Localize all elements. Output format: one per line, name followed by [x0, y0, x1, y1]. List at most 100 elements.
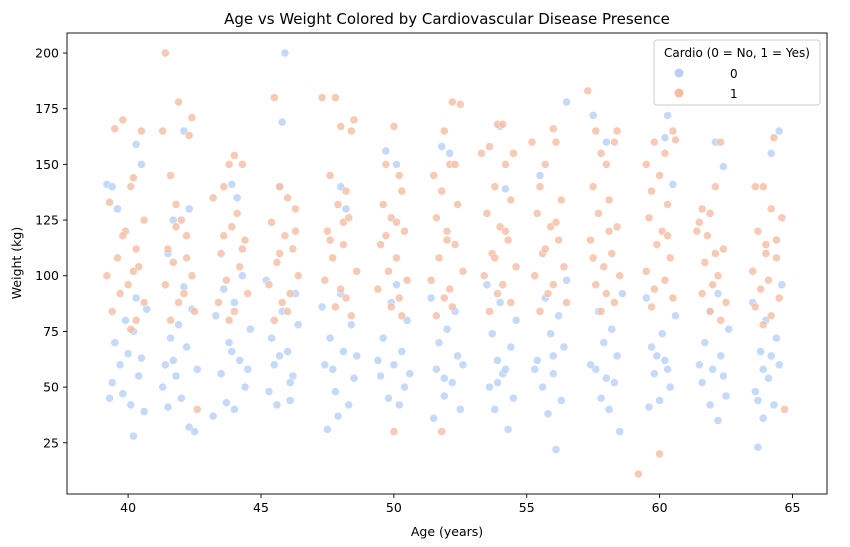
- data-point-series-1: [131, 316, 141, 325]
- data-point-series-1: [235, 262, 244, 272]
- data-point-series-1: [642, 160, 651, 169]
- data-point-series-1: [426, 275, 436, 285]
- data-point-series-0: [602, 137, 611, 147]
- data-point-series-1: [660, 149, 670, 158]
- data-point-series-1: [129, 173, 138, 183]
- data-point-series-1: [275, 249, 284, 258]
- data-point-series-1: [267, 218, 276, 227]
- data-point-series-1: [397, 311, 407, 321]
- data-point-series-1: [758, 182, 768, 191]
- data-point-series-1: [450, 160, 460, 169]
- data-point-series-0: [546, 329, 555, 338]
- data-point-series-0: [543, 409, 553, 419]
- data-point-series-0: [137, 353, 146, 363]
- data-point-series-1: [708, 280, 717, 289]
- data-point-series-1: [599, 262, 609, 272]
- data-point-series-1: [131, 244, 141, 254]
- data-point-series-1: [612, 222, 622, 232]
- data-point-series-1: [647, 302, 656, 312]
- data-point-series-0: [429, 414, 438, 423]
- data-point-series-1: [533, 209, 542, 218]
- data-point-series-1: [102, 271, 112, 280]
- data-point-series-1: [655, 449, 664, 459]
- data-point-series-1: [158, 126, 167, 136]
- data-point-series-1: [389, 427, 399, 436]
- data-point-series-1: [118, 115, 128, 125]
- data-point-series-0: [652, 351, 662, 361]
- data-point-series-1: [161, 280, 170, 289]
- data-point-series-1: [222, 275, 231, 285]
- data-point-series-0: [753, 396, 763, 405]
- data-point-series-0: [708, 365, 717, 374]
- data-point-series-1: [591, 126, 601, 136]
- data-point-series-0: [161, 360, 170, 370]
- data-point-series-1: [389, 122, 399, 131]
- data-point-series-0: [107, 378, 117, 387]
- data-point-series-0: [275, 351, 284, 361]
- data-point-series-1: [137, 126, 146, 136]
- data-point-series-1: [498, 280, 508, 289]
- data-point-series-1: [663, 200, 672, 209]
- data-point-series-1: [105, 198, 114, 207]
- data-point-series-0: [230, 298, 239, 307]
- data-point-series-1: [110, 124, 120, 134]
- data-point-series-1: [485, 142, 494, 151]
- data-point-series-1: [583, 86, 593, 96]
- data-point-series-1: [668, 126, 678, 136]
- data-point-series-0: [719, 371, 728, 381]
- data-point-series-1: [490, 182, 500, 191]
- data-point-series-1: [777, 213, 787, 223]
- data-point-series-0: [344, 400, 353, 410]
- data-point-series-1: [397, 186, 407, 196]
- data-point-series-0: [222, 398, 231, 407]
- data-point-series-0: [719, 162, 728, 171]
- data-point-series-0: [238, 271, 247, 280]
- data-point-series-0: [700, 338, 710, 347]
- data-point-series-1: [328, 253, 337, 263]
- data-point-series-0: [657, 329, 667, 338]
- data-point-series-1: [711, 182, 720, 191]
- data-point-series-1: [761, 249, 771, 258]
- data-point-series-1: [456, 100, 465, 109]
- data-point-series-0: [285, 396, 295, 405]
- data-point-series-1: [171, 200, 181, 209]
- data-point-series-0: [655, 396, 664, 405]
- data-point-series-0: [107, 182, 117, 191]
- data-point-series-0: [530, 365, 539, 374]
- data-point-series-0: [190, 427, 199, 436]
- data-point-series-1: [394, 171, 404, 180]
- data-point-series-0: [562, 97, 571, 107]
- data-point-series-1: [506, 298, 516, 307]
- data-point-series-1: [378, 200, 388, 209]
- data-point-series-1: [511, 262, 521, 272]
- plot-frame: [66, 32, 828, 495]
- data-point-series-1: [716, 316, 725, 325]
- data-point-series-0: [766, 351, 776, 361]
- data-point-series-1: [270, 93, 279, 102]
- data-point-series-1: [285, 289, 295, 298]
- data-point-series-0: [501, 184, 510, 194]
- data-point-series-1: [695, 218, 704, 227]
- legend-title: Cardio (0 = No, 1 = Yes): [664, 46, 810, 60]
- data-point-series-1: [323, 226, 332, 236]
- y-axis-label: Weight (kg): [9, 227, 24, 299]
- data-point-series-0: [610, 378, 619, 387]
- data-point-series-1: [442, 235, 452, 245]
- data-point-series-1: [501, 226, 510, 236]
- data-point-series-1: [485, 307, 494, 316]
- data-point-series-1: [604, 195, 614, 205]
- data-point-series-0: [596, 393, 606, 403]
- data-point-series-1: [509, 149, 518, 158]
- data-point-series-0: [777, 280, 787, 289]
- data-point-series-1: [331, 302, 340, 312]
- data-point-series-1: [219, 231, 229, 240]
- data-point-series-0: [599, 338, 609, 347]
- y-tick-label: 200: [35, 46, 59, 61]
- data-point-series-1: [174, 298, 183, 307]
- data-point-series-1: [347, 126, 356, 136]
- data-point-series-1: [238, 160, 247, 169]
- x-axis: 40 45 50 55 60 65: [120, 494, 800, 515]
- data-point-series-1: [187, 271, 197, 280]
- data-point-series-0: [139, 407, 149, 416]
- data-point-series-0: [501, 365, 510, 374]
